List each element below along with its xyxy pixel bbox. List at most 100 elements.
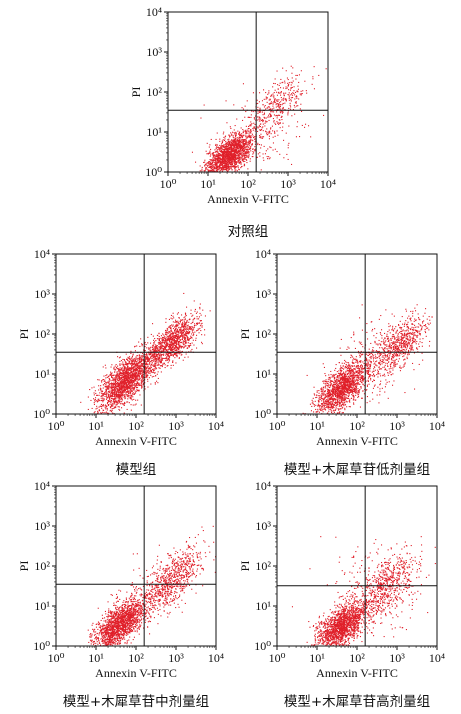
data-point	[118, 380, 120, 382]
data-point	[170, 344, 172, 346]
data-point	[179, 339, 181, 341]
data-point	[145, 374, 147, 376]
data-point	[138, 368, 140, 370]
data-point	[275, 115, 277, 117]
data-point	[103, 393, 105, 395]
data-point	[265, 92, 267, 94]
data-point	[136, 388, 138, 390]
data-point	[183, 330, 185, 332]
data-point	[167, 338, 169, 340]
data-point	[148, 354, 150, 356]
data-point	[232, 134, 234, 136]
data-point	[219, 160, 221, 162]
data-point	[117, 382, 119, 384]
data-point	[164, 340, 166, 342]
data-point	[253, 127, 255, 129]
data-point	[180, 319, 182, 321]
data-point	[252, 148, 254, 150]
data-point	[242, 148, 244, 150]
data-point	[240, 150, 242, 152]
data-point	[169, 347, 171, 349]
data-point	[276, 102, 278, 104]
data-point	[244, 158, 246, 160]
data-point	[134, 404, 136, 406]
data-point	[111, 386, 113, 388]
data-point	[184, 356, 186, 358]
data-point	[230, 167, 232, 169]
data-point	[111, 408, 113, 410]
data-point	[227, 139, 229, 141]
data-point	[212, 155, 214, 157]
data-point	[269, 102, 271, 104]
data-point	[220, 150, 222, 152]
data-point	[147, 368, 149, 370]
data-point	[138, 365, 140, 367]
data-point	[257, 111, 259, 113]
data-point	[225, 144, 227, 146]
data-point	[241, 158, 243, 160]
data-point	[119, 391, 121, 393]
data-point	[108, 394, 110, 396]
data-point	[115, 400, 117, 402]
data-point	[297, 91, 299, 93]
data-point	[191, 342, 193, 344]
data-point	[130, 397, 132, 399]
data-point	[239, 141, 241, 143]
data-point	[111, 405, 113, 407]
data-point	[126, 387, 128, 389]
data-point	[135, 376, 137, 378]
data-point	[246, 149, 248, 151]
data-point	[110, 399, 112, 401]
data-point	[152, 335, 154, 337]
data-point	[215, 162, 217, 164]
data-point	[207, 170, 209, 172]
data-point	[172, 351, 174, 353]
data-point	[222, 167, 224, 169]
data-point	[172, 312, 174, 314]
data-point	[299, 93, 301, 95]
data-point	[194, 317, 196, 319]
data-point	[122, 370, 124, 372]
data-point	[231, 152, 233, 154]
data-point	[149, 356, 151, 358]
data-point	[241, 151, 243, 153]
data-point	[190, 328, 192, 330]
data-point	[245, 141, 247, 143]
data-point	[168, 331, 170, 333]
data-point	[158, 367, 160, 369]
data-point	[257, 153, 259, 155]
data-point	[196, 330, 198, 332]
data-point	[281, 104, 283, 106]
data-point	[157, 357, 159, 359]
data-point	[223, 156, 225, 158]
data-point	[235, 152, 237, 154]
data-point	[234, 152, 236, 154]
y-tick-label: 10²	[146, 85, 162, 99]
data-point	[276, 111, 278, 113]
data-point	[216, 155, 218, 157]
data-point	[186, 336, 188, 338]
data-point	[268, 119, 270, 121]
data-point	[255, 115, 257, 117]
data-point	[169, 339, 171, 341]
data-point	[138, 379, 140, 381]
data-point	[175, 362, 177, 364]
data-point	[220, 148, 222, 150]
data-point	[228, 154, 230, 156]
data-point	[233, 139, 235, 141]
data-point	[149, 367, 151, 369]
data-point	[216, 157, 218, 159]
data-point	[186, 325, 188, 327]
data-point	[279, 122, 281, 124]
data-point	[125, 385, 127, 387]
data-point	[242, 148, 244, 150]
data-point	[153, 354, 155, 356]
data-point	[272, 103, 274, 105]
data-point	[225, 161, 227, 163]
panel-model: 10⁰ 10⁰ 10¹ 10¹ 10² 10² 10³ 10³ 10⁴ 10⁴ Annexin V-…	[17, 244, 236, 478]
data-point	[119, 364, 121, 366]
data-point	[162, 357, 164, 359]
data-point	[141, 368, 143, 370]
data-point	[230, 167, 232, 169]
data-point	[226, 169, 228, 171]
